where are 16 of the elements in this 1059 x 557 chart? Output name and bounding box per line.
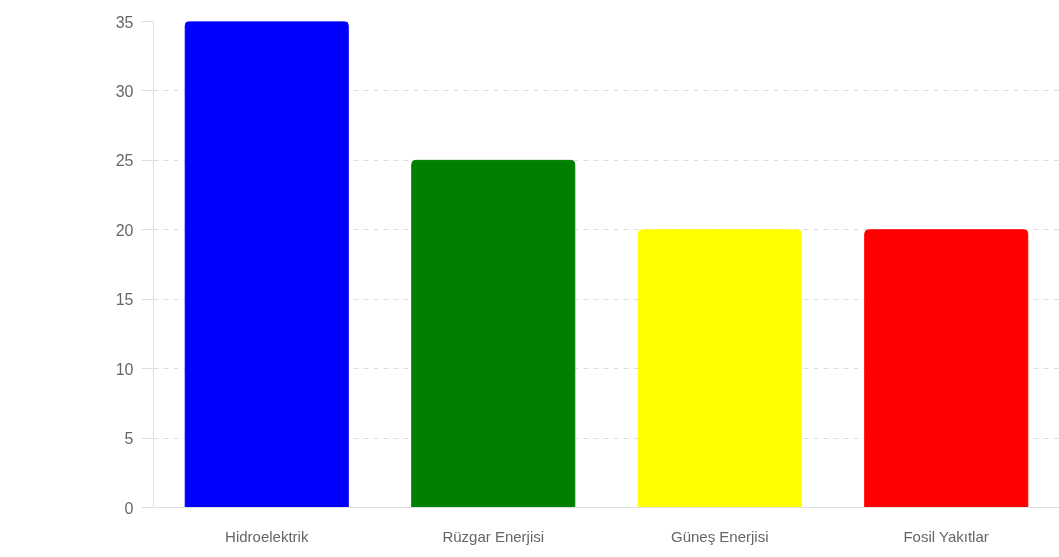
y-tick-label: 30 (115, 82, 134, 100)
x-tick-label: Güneş Enerjisi (670, 527, 769, 545)
y-tick-label: 10 (115, 360, 134, 378)
y-tick-label: 20 (115, 221, 134, 239)
bar (637, 229, 802, 508)
y-tick-label: 15 (115, 291, 134, 309)
x-tick-label: Hidroelektrik (225, 527, 309, 545)
y-tick-label: 25 (115, 152, 134, 170)
x-tick-label: Rüzgar Enerjisi (442, 527, 545, 545)
bar (184, 21, 349, 508)
x-tick-label: Fosil Yakıtlar (903, 527, 989, 545)
bar (411, 159, 576, 508)
bar (864, 229, 1029, 508)
y-tick-label: 0 (124, 499, 134, 517)
y-tick-label: 35 (115, 13, 134, 31)
y-tick-label: 5 (124, 430, 134, 448)
